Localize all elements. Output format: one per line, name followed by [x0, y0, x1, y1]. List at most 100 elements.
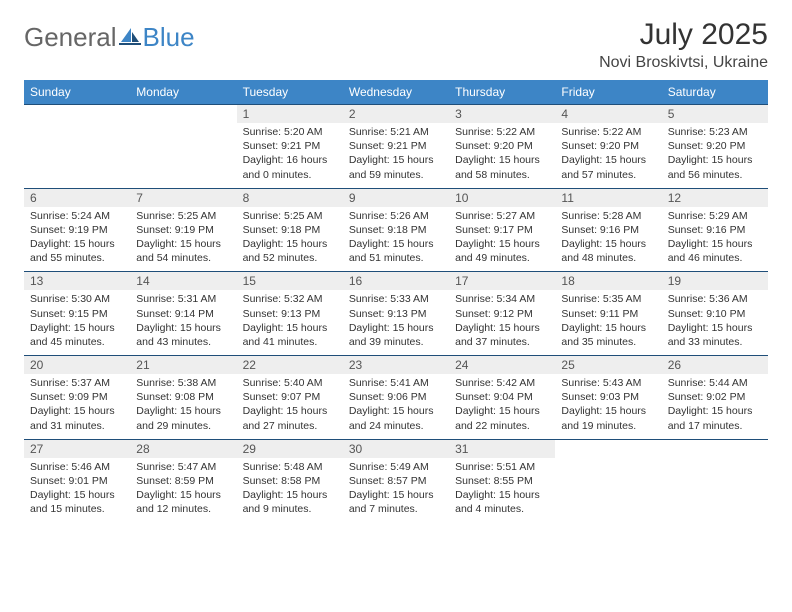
day-content-cell: Sunrise: 5:30 AMSunset: 9:15 PMDaylight:…: [24, 290, 130, 355]
day-content-cell: Sunrise: 5:29 AMSunset: 9:16 PMDaylight:…: [662, 207, 768, 272]
day-content-cell: [662, 458, 768, 523]
day-content-cell: Sunrise: 5:47 AMSunset: 8:59 PMDaylight:…: [130, 458, 236, 523]
sunset-text: Sunset: 9:10 PM: [668, 307, 762, 321]
sunrise-text: Sunrise: 5:42 AM: [455, 376, 549, 390]
daylight-text-1: Daylight: 15 hours: [136, 488, 230, 502]
daylight-text-1: Daylight: 15 hours: [455, 488, 549, 502]
sunset-text: Sunset: 9:07 PM: [243, 390, 337, 404]
daylight-text-1: Daylight: 15 hours: [243, 404, 337, 418]
daylight-text-1: Daylight: 15 hours: [30, 321, 124, 335]
weekday-header: Tuesday: [237, 80, 343, 105]
sunrise-text: Sunrise: 5:51 AM: [455, 460, 549, 474]
day-number-cell: 17: [449, 272, 555, 291]
day-number-row: 12345: [24, 105, 768, 124]
daylight-text-2: and 37 minutes.: [455, 335, 549, 349]
day-number-cell: 29: [237, 439, 343, 458]
daylight-text-1: Daylight: 15 hours: [243, 488, 337, 502]
day-content-cell: Sunrise: 5:37 AMSunset: 9:09 PMDaylight:…: [24, 374, 130, 439]
sunset-text: Sunset: 9:09 PM: [30, 390, 124, 404]
day-content-cell: Sunrise: 5:40 AMSunset: 9:07 PMDaylight:…: [237, 374, 343, 439]
sunrise-text: Sunrise: 5:20 AM: [243, 125, 337, 139]
day-content-cell: Sunrise: 5:22 AMSunset: 9:20 PMDaylight:…: [449, 123, 555, 188]
daylight-text-1: Daylight: 15 hours: [243, 237, 337, 251]
day-content-row: Sunrise: 5:20 AMSunset: 9:21 PMDaylight:…: [24, 123, 768, 188]
daylight-text-1: Daylight: 15 hours: [136, 237, 230, 251]
sunset-text: Sunset: 9:13 PM: [243, 307, 337, 321]
weekday-header: Sunday: [24, 80, 130, 105]
day-content-cell: Sunrise: 5:36 AMSunset: 9:10 PMDaylight:…: [662, 290, 768, 355]
day-number-cell: 30: [343, 439, 449, 458]
day-number-cell: 26: [662, 356, 768, 375]
sunset-text: Sunset: 9:08 PM: [136, 390, 230, 404]
daylight-text-2: and 45 minutes.: [30, 335, 124, 349]
day-content-cell: Sunrise: 5:35 AMSunset: 9:11 PMDaylight:…: [555, 290, 661, 355]
daylight-text-1: Daylight: 15 hours: [455, 237, 549, 251]
day-number-row: 2728293031: [24, 439, 768, 458]
sunset-text: Sunset: 9:20 PM: [668, 139, 762, 153]
day-content-cell: Sunrise: 5:46 AMSunset: 9:01 PMDaylight:…: [24, 458, 130, 523]
day-content-cell: Sunrise: 5:20 AMSunset: 9:21 PMDaylight:…: [237, 123, 343, 188]
day-content-cell: Sunrise: 5:28 AMSunset: 9:16 PMDaylight:…: [555, 207, 661, 272]
weekday-header: Friday: [555, 80, 661, 105]
daylight-text-1: Daylight: 15 hours: [349, 488, 443, 502]
month-title: July 2025: [599, 18, 768, 52]
daylight-text-2: and 41 minutes.: [243, 335, 337, 349]
day-content-cell: Sunrise: 5:38 AMSunset: 9:08 PMDaylight:…: [130, 374, 236, 439]
sunset-text: Sunset: 9:15 PM: [30, 307, 124, 321]
daylight-text-2: and 59 minutes.: [349, 168, 443, 182]
daylight-text-1: Daylight: 15 hours: [561, 321, 655, 335]
day-number-cell: 1: [237, 105, 343, 124]
daylight-text-2: and 7 minutes.: [349, 502, 443, 516]
day-number-cell: 22: [237, 356, 343, 375]
sunrise-text: Sunrise: 5:31 AM: [136, 292, 230, 306]
sunrise-text: Sunrise: 5:21 AM: [349, 125, 443, 139]
weekday-header: Monday: [130, 80, 236, 105]
sunset-text: Sunset: 9:16 PM: [561, 223, 655, 237]
sunrise-text: Sunrise: 5:25 AM: [136, 209, 230, 223]
sunset-text: Sunset: 8:58 PM: [243, 474, 337, 488]
sunset-text: Sunset: 9:17 PM: [455, 223, 549, 237]
sunrise-text: Sunrise: 5:25 AM: [243, 209, 337, 223]
day-content-cell: Sunrise: 5:31 AMSunset: 9:14 PMDaylight:…: [130, 290, 236, 355]
day-number-cell: 16: [343, 272, 449, 291]
brand-part1: General: [24, 22, 117, 53]
daylight-text-2: and 43 minutes.: [136, 335, 230, 349]
day-number-cell: [662, 439, 768, 458]
daylight-text-1: Daylight: 15 hours: [30, 404, 124, 418]
sunset-text: Sunset: 9:04 PM: [455, 390, 549, 404]
sunset-text: Sunset: 8:55 PM: [455, 474, 549, 488]
day-content-row: Sunrise: 5:30 AMSunset: 9:15 PMDaylight:…: [24, 290, 768, 355]
sunrise-text: Sunrise: 5:24 AM: [30, 209, 124, 223]
sunrise-text: Sunrise: 5:34 AM: [455, 292, 549, 306]
daylight-text-2: and 57 minutes.: [561, 168, 655, 182]
sunrise-text: Sunrise: 5:48 AM: [243, 460, 337, 474]
daylight-text-1: Daylight: 15 hours: [136, 321, 230, 335]
day-number-cell: 13: [24, 272, 130, 291]
weekday-header: Saturday: [662, 80, 768, 105]
daylight-text-1: Daylight: 15 hours: [561, 237, 655, 251]
sunrise-text: Sunrise: 5:30 AM: [30, 292, 124, 306]
daylight-text-1: Daylight: 15 hours: [668, 321, 762, 335]
daylight-text-2: and 9 minutes.: [243, 502, 337, 516]
day-content-cell: Sunrise: 5:48 AMSunset: 8:58 PMDaylight:…: [237, 458, 343, 523]
day-content-cell: Sunrise: 5:23 AMSunset: 9:20 PMDaylight:…: [662, 123, 768, 188]
sunset-text: Sunset: 9:19 PM: [136, 223, 230, 237]
day-number-cell: 4: [555, 105, 661, 124]
daylight-text-2: and 52 minutes.: [243, 251, 337, 265]
day-number-cell: [555, 439, 661, 458]
daylight-text-2: and 48 minutes.: [561, 251, 655, 265]
daylight-text-2: and 33 minutes.: [668, 335, 762, 349]
sunrise-text: Sunrise: 5:23 AM: [668, 125, 762, 139]
day-number-cell: [24, 105, 130, 124]
sunset-text: Sunset: 9:06 PM: [349, 390, 443, 404]
daylight-text-2: and 15 minutes.: [30, 502, 124, 516]
daylight-text-2: and 0 minutes.: [243, 168, 337, 182]
daylight-text-2: and 29 minutes.: [136, 419, 230, 433]
sunrise-text: Sunrise: 5:29 AM: [668, 209, 762, 223]
day-content-cell: Sunrise: 5:27 AMSunset: 9:17 PMDaylight:…: [449, 207, 555, 272]
day-number-cell: 15: [237, 272, 343, 291]
sunrise-text: Sunrise: 5:41 AM: [349, 376, 443, 390]
day-number-cell: 9: [343, 188, 449, 207]
sunrise-text: Sunrise: 5:28 AM: [561, 209, 655, 223]
sunset-text: Sunset: 9:18 PM: [243, 223, 337, 237]
